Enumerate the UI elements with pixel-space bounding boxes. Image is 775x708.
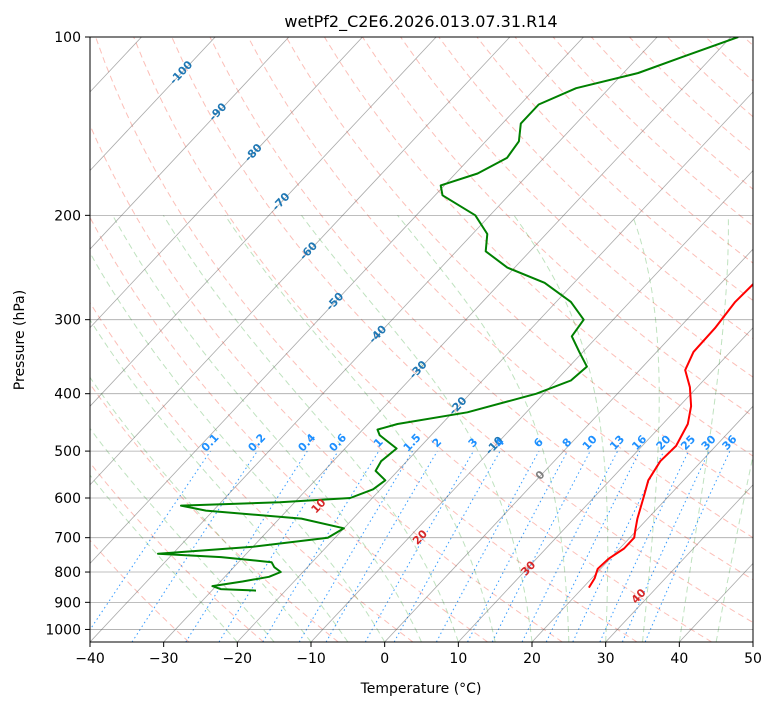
moist-adiabat-line (90, 251, 386, 642)
x-tick-label: 0 (380, 651, 389, 667)
mixing-ratio-line (545, 450, 641, 642)
dry-adiabat-line (247, 37, 753, 539)
y-tick-label: 700 (54, 531, 81, 547)
x-axis: −40 −30 −20 −10 0 10 20 30 40 50 (75, 642, 762, 667)
isotherm-line (90, 37, 437, 407)
temperature-profile-line (588, 282, 753, 589)
mixing-ratio-line (262, 450, 380, 642)
dry-adiabat-line (90, 216, 488, 642)
plot-frame (89, 36, 754, 643)
x-tick-label: 30 (597, 651, 615, 667)
dry-adiabat-line (285, 37, 753, 498)
isotherm-line (90, 37, 290, 250)
mixing-ratio-line (325, 450, 438, 642)
y-tick-label: 400 (54, 387, 81, 403)
series-lines (157, 37, 753, 592)
dry-adiabat-line (133, 37, 712, 642)
dry-adiabat-line (90, 462, 264, 642)
x-tick-label: 40 (670, 651, 688, 667)
x-axis-title: Temperature (°C) (360, 681, 482, 697)
dry-adiabat-line (209, 37, 753, 581)
mixing-ratio-line (572, 450, 665, 642)
background-lines (90, 37, 753, 642)
y-tick-label: 200 (54, 208, 81, 224)
isotherm-line (90, 37, 511, 486)
y-axis: 100 200 300 400 500 600 700 800 900 1000 (45, 30, 90, 638)
dewpoint-profile-line (157, 37, 739, 592)
mixing-ratio-line (298, 450, 413, 642)
isotherm-line (163, 37, 732, 642)
x-tick-label: 10 (449, 651, 467, 667)
moist-adiabat-line (90, 474, 238, 642)
dry-adiabat-line (90, 539, 190, 642)
dry-adiabat-line (90, 383, 339, 642)
y-tick-label: 100 (54, 30, 81, 46)
y-tick-label: 600 (54, 491, 81, 507)
x-tick-label: 50 (744, 651, 762, 667)
moist-adiabat-line (224, 215, 496, 642)
isotherm-line (90, 37, 584, 565)
moist-adiabat-line (678, 215, 729, 642)
dry-adiabat-line (171, 37, 753, 624)
isotherm-line (310, 169, 753, 642)
moist-adiabat-line (632, 215, 660, 642)
x-tick-label: −20 (223, 651, 253, 667)
y-tick-label: 1000 (45, 622, 81, 638)
moist-adiabat-line (162, 215, 459, 642)
isotherm-line (605, 484, 753, 642)
moist-adiabat-line (397, 214, 570, 642)
mixing-ratio-line (521, 450, 619, 642)
dry-adiabat-line (438, 37, 753, 340)
isotherm-line (458, 327, 753, 642)
y-tick-label: 300 (54, 313, 81, 329)
chart-title: wetPf2_C2E6.2026.013.07.31.R14 (284, 12, 557, 32)
dry-adiabat-line (476, 37, 753, 302)
mixing-ratio-line (435, 450, 540, 642)
moist-adiabat-line (513, 215, 609, 642)
moist-adiabat-line (90, 319, 349, 642)
x-tick-label: −30 (149, 651, 179, 667)
moist-adiabat-line (112, 215, 422, 642)
isotherm-line (237, 91, 753, 642)
isotherm-line (90, 37, 216, 172)
mixing-ratio-line (185, 450, 308, 642)
y-tick-label: 900 (54, 595, 81, 611)
dry-adiabat-line (90, 124, 563, 642)
y-tick-label: 500 (54, 444, 81, 460)
isotherm-line (531, 405, 753, 642)
mixing-ratio-line (218, 450, 339, 642)
y-axis-title: Pressure (hPa) (12, 290, 28, 390)
isotherm-line (90, 37, 658, 642)
mixing-ratio-line (599, 450, 690, 642)
isotherm-line (90, 37, 363, 329)
mixing-ratio-line (90, 450, 211, 631)
isotherm-line (384, 248, 753, 642)
x-tick-label: −10 (296, 651, 326, 667)
x-tick-label: 20 (523, 651, 541, 667)
dry-adiabat-line (95, 37, 638, 642)
y-tick-label: 800 (54, 565, 81, 581)
plot-area: -100-90-80-70-60-50-40-30-20-10010203040… (90, 37, 753, 642)
x-tick-label: −40 (75, 651, 105, 667)
